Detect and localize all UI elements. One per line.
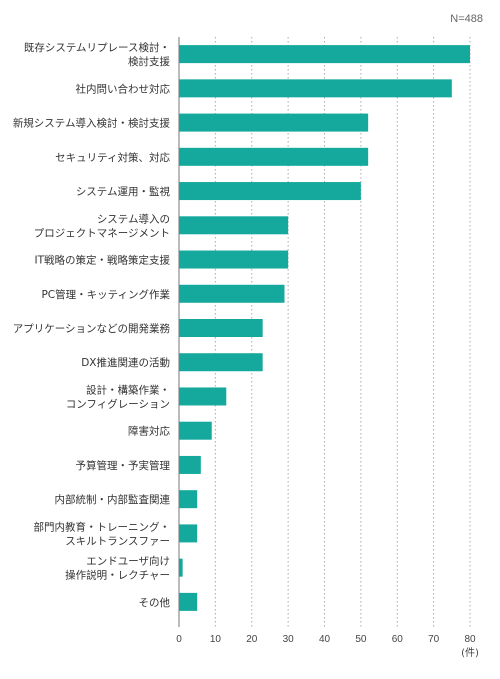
x-tick-label: 30 — [283, 634, 295, 645]
category-label: エンドユーザ向け — [86, 555, 170, 568]
bars — [179, 45, 470, 611]
bar — [179, 490, 198, 509]
x-tick-label: 0 — [176, 634, 182, 645]
bar — [179, 216, 289, 235]
category-label: 操作説明・レクチャー — [65, 569, 170, 582]
category-label: コンフィグレーション — [66, 397, 170, 410]
category-label: IT戦略の策定・戦略策定支援 — [34, 254, 170, 267]
sample-size-note: N=488 — [450, 13, 483, 25]
category-label: 設計・構築作業・ — [86, 383, 170, 396]
category-label: PC管理・キッティング作業 — [41, 288, 170, 301]
category-label: その他 — [139, 596, 171, 609]
x-tick-label: 10 — [210, 634, 222, 645]
x-tick-label: 20 — [246, 634, 258, 645]
category-label: 新規システム導入検討・検討支援 — [13, 117, 171, 130]
category-label: 部門内教育・トレーニング・ — [34, 520, 171, 533]
bar — [179, 353, 263, 372]
x-tick-label: 40 — [319, 634, 331, 645]
category-label: 既存システムリプレース検討・ — [24, 41, 170, 54]
category-label: アプリケーションなどの開発業務 — [13, 322, 171, 335]
category-labels: 既存システムリプレース検討・検討支援社内問い合わせ対応新規システム導入検討・検討… — [13, 41, 171, 609]
bar — [179, 79, 452, 98]
category-label: プロジェクトマネージメント — [34, 227, 170, 239]
bar — [179, 524, 198, 543]
bar — [179, 45, 470, 64]
category-label: 予算管理・予実管理 — [76, 459, 171, 472]
x-tick-label: 80 — [464, 634, 476, 645]
bar — [179, 250, 289, 269]
category-label: 検討支援 — [128, 55, 170, 68]
x-tick-label: 50 — [355, 634, 367, 645]
bar — [179, 284, 285, 303]
bar — [179, 455, 201, 474]
x-axis-ticks: 0 10 20 30 40 50 60 70 80 — [176, 634, 476, 645]
x-tick-label: 70 — [428, 634, 440, 645]
bar — [179, 387, 227, 406]
category-label: セキュリティ対策、対応 — [55, 151, 170, 164]
category-label: 社内問い合わせ対応 — [76, 82, 171, 95]
category-label: システム運用・監視 — [76, 185, 171, 198]
category-label: DX推進関連の活動 — [81, 356, 170, 369]
category-label: システム導入の — [97, 212, 170, 225]
bar — [179, 319, 263, 337]
bar — [179, 592, 198, 611]
x-tick-label: 60 — [392, 634, 404, 645]
bar — [179, 421, 212, 440]
bar — [179, 558, 183, 577]
category-label: スキルトランスファー — [65, 535, 170, 547]
x-axis-unit-label: (件) — [461, 647, 479, 659]
bar — [179, 147, 369, 166]
category-label: 障害対応 — [128, 425, 170, 438]
bar — [179, 113, 369, 132]
bar — [179, 182, 361, 201]
category-label: 内部統制・内部監査関連 — [55, 493, 171, 506]
